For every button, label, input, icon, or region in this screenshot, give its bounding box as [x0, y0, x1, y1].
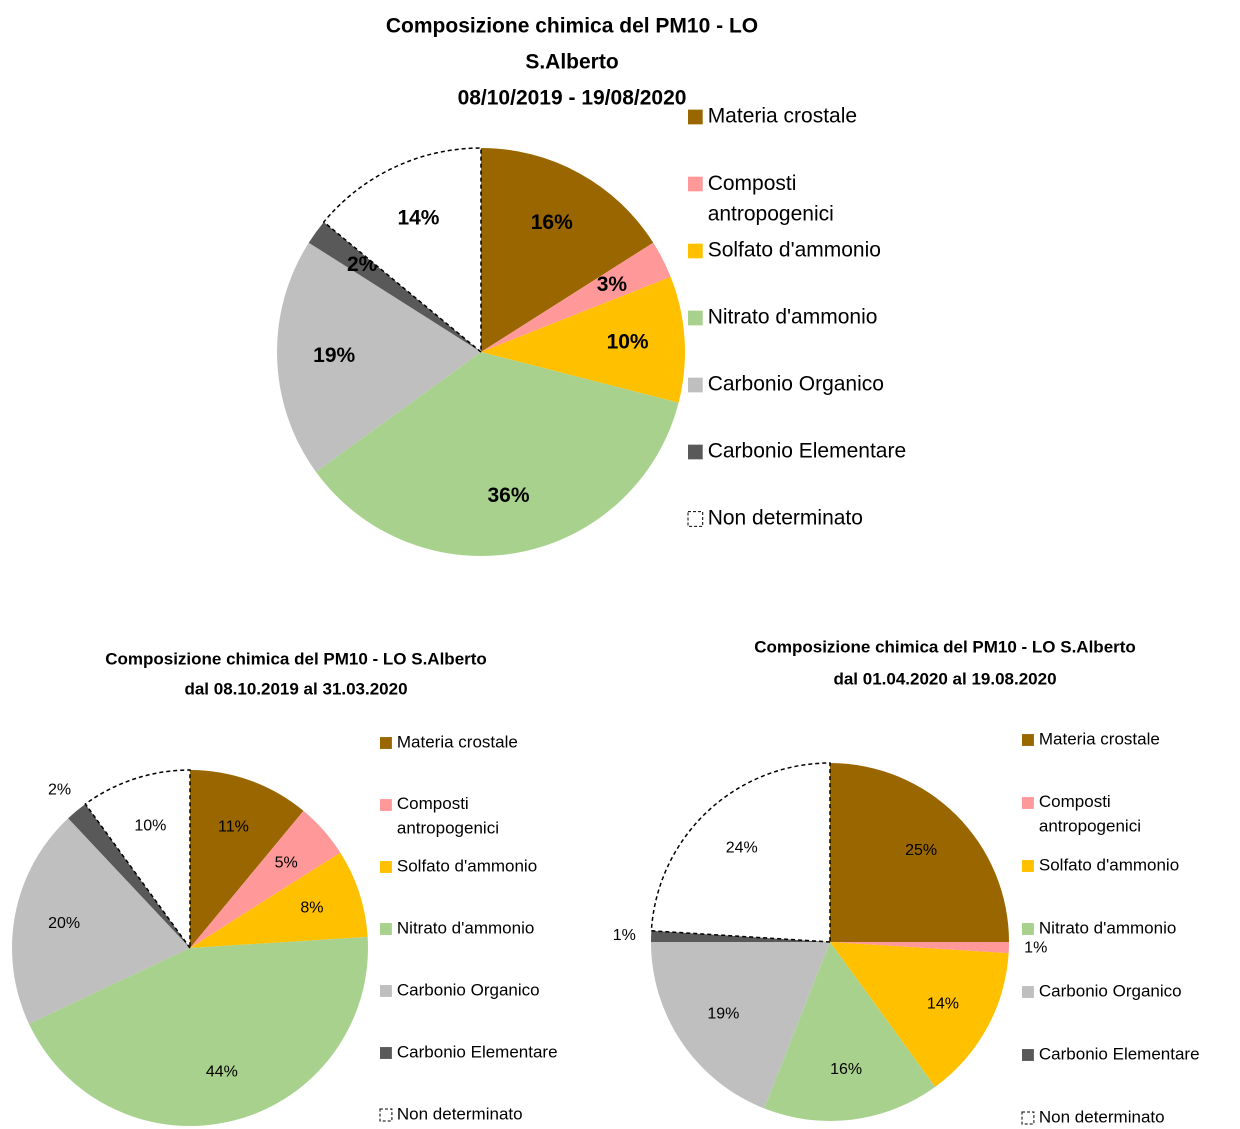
chart-title: Composizione chimica del PM10 - LO	[386, 15, 758, 38]
pie-slice	[830, 942, 1009, 954]
legend-label: Materia crostale	[1039, 729, 1160, 748]
legend-label: Solfato d'ammonio	[397, 856, 537, 875]
chart-title: S.Alberto	[525, 51, 618, 74]
legend-swatch	[688, 109, 703, 125]
chart-title: 08/10/2019 - 19/08/2020	[458, 87, 687, 110]
legend-swatch	[1022, 923, 1034, 935]
legend-swatch	[1022, 986, 1034, 998]
chart-title: Composizione chimica del PM10 - LO S.Alb…	[754, 637, 1136, 656]
pie-slice	[190, 770, 304, 948]
pie-slice	[830, 942, 1009, 1087]
data-label: 19%	[313, 344, 355, 367]
legend-label: Nitrato d'ammonio	[397, 918, 534, 937]
data-label: 10%	[607, 330, 649, 353]
data-label: 16%	[830, 1061, 862, 1078]
legend-swatch	[380, 985, 392, 997]
data-label: 16%	[531, 211, 573, 234]
data-label: 1%	[613, 927, 636, 944]
pie-slice	[650, 762, 831, 943]
data-label: 25%	[905, 842, 937, 859]
legend-label: Carbonio Elementare	[397, 1042, 558, 1061]
legend-label: Composti antropogenici	[1039, 792, 1141, 836]
data-label: 5%	[275, 854, 298, 871]
pie-slice	[315, 352, 679, 557]
legend-label: Nitrato d'ammonio	[708, 306, 878, 329]
legend-label: Solfato d'ammonio	[1039, 855, 1179, 874]
legend-swatch	[380, 1047, 392, 1059]
data-label: 19%	[707, 1006, 739, 1023]
legend-label: Carbonio Elementare	[1039, 1044, 1200, 1063]
chart-title: Composizione chimica del PM10 - LO S.Alb…	[105, 649, 487, 668]
legend-swatch	[380, 861, 392, 873]
data-label: 3%	[597, 273, 628, 296]
pie-slice	[481, 276, 685, 403]
legend-label: Composti antropogenici	[397, 794, 499, 838]
data-label: 44%	[206, 1063, 238, 1080]
pie-slice	[830, 763, 1009, 942]
legend-label: Materia crostale	[708, 105, 857, 128]
pie-slice	[322, 147, 482, 354]
data-label: 14%	[397, 207, 439, 230]
legend-swatch	[1022, 860, 1034, 872]
legend-swatch	[688, 444, 703, 460]
pie-slice	[651, 942, 830, 1109]
legend-swatch	[688, 176, 703, 192]
legend-label: Carbonio Organico	[1039, 981, 1182, 1000]
pie-slice	[481, 242, 671, 352]
data-label: 10%	[134, 817, 166, 834]
pie-slice	[84, 769, 191, 951]
legend-swatch	[1021, 1111, 1035, 1125]
legend-swatch	[1022, 1049, 1034, 1061]
legend-label: Non determinato	[1039, 1107, 1165, 1126]
pie-slice	[190, 810, 341, 948]
pie-slice	[12, 818, 191, 1024]
legend-swatch	[1022, 797, 1034, 809]
data-label: 2%	[48, 781, 71, 798]
legend-label: Carbonio Organico	[708, 373, 884, 396]
legend-swatch	[688, 377, 703, 393]
data-label: 20%	[48, 915, 80, 932]
legend-swatch	[380, 799, 392, 811]
legend-label: Carbonio Elementare	[708, 440, 906, 463]
legend-swatch	[687, 511, 704, 527]
data-label: 14%	[927, 995, 959, 1012]
pie-slice	[68, 803, 190, 948]
legend-swatch	[688, 243, 703, 259]
legend-swatch	[380, 737, 392, 749]
pie-slice	[190, 852, 368, 948]
pie-slice	[481, 148, 654, 352]
legend-label: Nitrato d'ammonio	[1039, 918, 1176, 937]
legend-swatch	[380, 923, 392, 935]
legend-label: Solfato d'ammonio	[708, 239, 881, 262]
legend-label: Composti antropogenici	[708, 172, 834, 225]
pie-slice	[277, 242, 481, 472]
legend-label: Non determinato	[397, 1104, 523, 1123]
pie-slice	[308, 221, 481, 352]
pie-slice	[764, 942, 936, 1122]
legend-label: Non determinato	[708, 507, 863, 530]
legend-swatch	[1022, 734, 1034, 746]
data-label: 24%	[726, 839, 758, 856]
data-label: 36%	[488, 484, 530, 507]
legend-swatch	[379, 1108, 393, 1122]
legend-label: Carbonio Organico	[397, 980, 540, 999]
chart-title: dal 08.10.2019 al 31.03.2020	[184, 679, 407, 698]
data-label: 11%	[218, 819, 249, 836]
data-label: 1%	[1024, 940, 1047, 957]
data-label: 8%	[300, 900, 323, 917]
legend-label: Materia crostale	[397, 732, 518, 751]
legend-swatch	[688, 310, 703, 326]
chart-title: dal 01.04.2020 al 19.08.2020	[833, 669, 1056, 688]
pie-slice	[28, 936, 368, 1126]
